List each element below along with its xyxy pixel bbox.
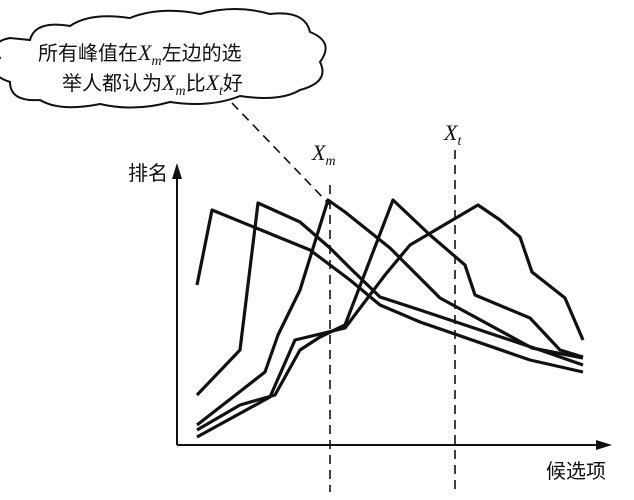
callout-line: 所有峰值在Xm左边的选 [38,40,242,69]
text-part: X [311,140,327,165]
text-part: X [161,70,177,95]
marker-label: Xm [311,140,336,169]
text-part: 所有峰值在 [38,41,138,65]
text-part: X [137,40,153,65]
text-part: X [205,70,221,95]
text-part: t [219,84,224,99]
text-part: t [457,134,462,149]
text-part: m [151,54,161,69]
preference-curve [196,198,584,427]
text-part: 左边的选 [162,41,242,65]
text-part: X [443,120,459,145]
marker-label: Xt [443,120,462,149]
preference-curve [195,208,584,374]
y-axis-label: 排名 [128,161,168,185]
callout-cloud [0,8,327,109]
preference-curve [196,198,584,432]
x-axis-label: 候选项 [546,459,606,483]
text-part: m [175,84,185,99]
callout-line: 举人都认为Xm比Xt好 [62,70,243,99]
preference-curve [195,201,584,397]
text-part: m [325,154,335,169]
text-part: 好 [223,71,243,95]
x-arrow [596,440,612,450]
callout-pointer [231,102,331,206]
y-arrow [172,163,182,179]
text-part: 比 [186,71,206,95]
text-part: 举人都认为 [62,71,162,95]
preference-curve [196,203,585,439]
